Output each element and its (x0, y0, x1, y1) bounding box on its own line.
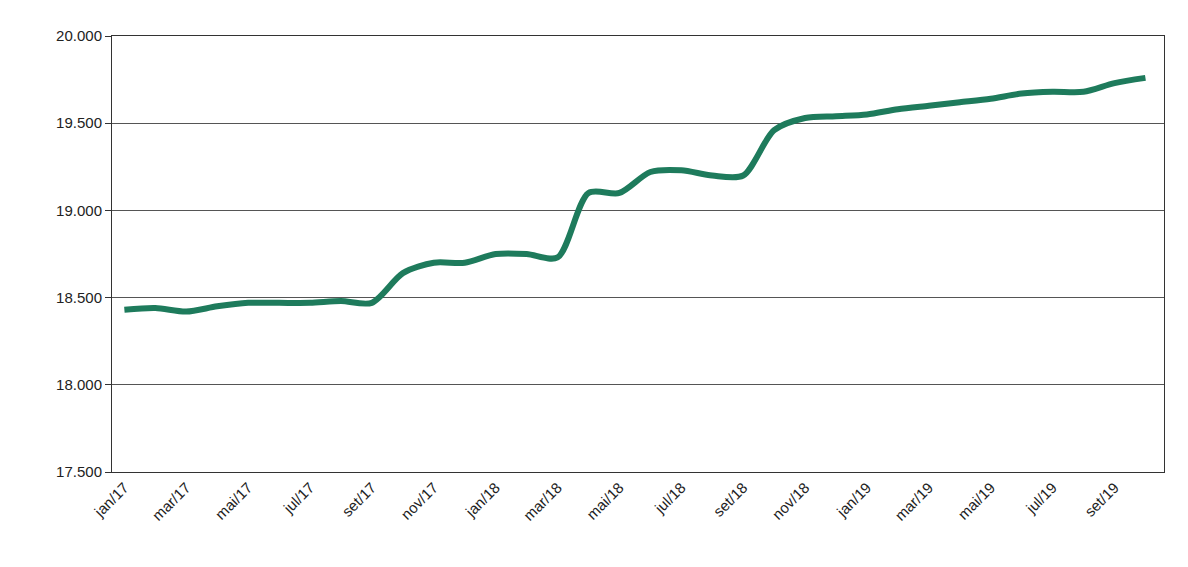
svg-text:jan/17: jan/17 (90, 479, 132, 521)
svg-text:17.500: 17.500 (56, 463, 102, 480)
svg-text:set/17: set/17 (338, 479, 379, 520)
svg-text:mai/18: mai/18 (583, 479, 627, 523)
svg-text:20.000: 20.000 (56, 27, 102, 44)
svg-text:jul/17: jul/17 (279, 479, 317, 517)
svg-text:jan/18: jan/18 (461, 479, 503, 521)
svg-text:19.500: 19.500 (56, 114, 102, 131)
svg-text:mar/18: mar/18 (520, 479, 565, 524)
svg-text:jul/18: jul/18 (651, 479, 689, 517)
svg-text:set/19: set/19 (1081, 479, 1122, 520)
svg-text:jul/19: jul/19 (1022, 479, 1060, 517)
svg-text:18.500: 18.500 (56, 289, 102, 306)
svg-text:18.000: 18.000 (56, 376, 102, 393)
svg-text:jan/19: jan/19 (833, 479, 875, 521)
svg-text:set/18: set/18 (710, 479, 751, 520)
svg-text:mai/17: mai/17 (212, 479, 256, 523)
svg-text:mar/17: mar/17 (149, 479, 194, 524)
svg-text:nov/17: nov/17 (397, 479, 441, 523)
svg-text:19.000: 19.000 (56, 202, 102, 219)
svg-text:mai/19: mai/19 (954, 479, 998, 523)
svg-text:mar/19: mar/19 (891, 479, 936, 524)
svg-text:nov/18: nov/18 (769, 479, 813, 523)
